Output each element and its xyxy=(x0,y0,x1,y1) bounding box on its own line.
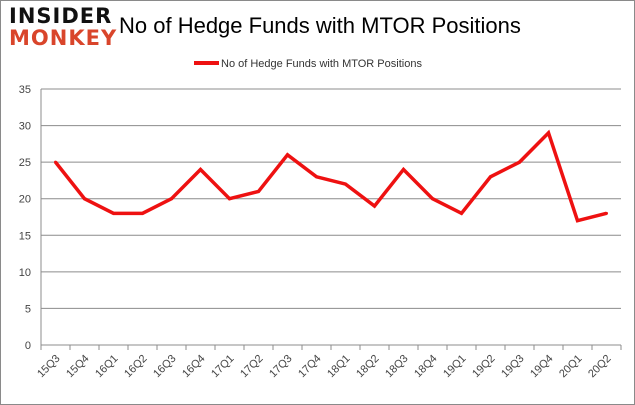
x-tick-label: 20Q1 xyxy=(557,353,585,381)
data-point xyxy=(228,197,231,201)
x-tick-label: 17Q3 xyxy=(267,353,295,381)
x-tick-label: 19Q2 xyxy=(470,353,498,381)
data-point xyxy=(257,189,260,193)
y-tick-label: 15 xyxy=(19,230,31,242)
data-point xyxy=(605,211,608,215)
x-tick-label: 19Q4 xyxy=(528,353,556,381)
x-tick-label: 18Q3 xyxy=(383,353,411,381)
data-point xyxy=(199,167,202,171)
x-tick-label: 18Q2 xyxy=(354,353,382,381)
x-tick-label: 19Q3 xyxy=(499,353,527,381)
y-tick-label: 25 xyxy=(19,157,31,169)
data-point xyxy=(460,211,463,215)
data-point xyxy=(518,160,521,164)
y-tick-label: 10 xyxy=(19,267,31,279)
series-line xyxy=(54,129,607,223)
x-tick-label: 16Q4 xyxy=(180,353,208,381)
x-tick-label: 16Q2 xyxy=(122,353,150,381)
y-tick-label: 0 xyxy=(25,340,31,352)
x-tick-label: 18Q4 xyxy=(412,353,440,381)
x-tick-label: 17Q4 xyxy=(296,353,324,381)
data-point xyxy=(373,204,376,208)
data-point xyxy=(112,211,115,215)
x-tick-label: 19Q1 xyxy=(441,353,469,381)
data-point xyxy=(141,211,144,215)
y-tick-label: 20 xyxy=(19,194,31,206)
insider-monkey-logo: INSIDER MONKEY xyxy=(9,5,119,53)
x-tick-label: 20Q2 xyxy=(586,353,614,381)
data-point xyxy=(489,175,492,179)
data-point xyxy=(547,131,550,135)
data-point xyxy=(402,167,405,171)
y-tick-label: 35 xyxy=(19,84,31,96)
chart-title: No of Hedge Funds with MTOR Positions xyxy=(119,13,521,38)
y-tick-label: 30 xyxy=(19,121,31,133)
x-tick-label: 15Q3 xyxy=(35,353,63,381)
x-tick-label: 17Q1 xyxy=(209,353,237,381)
x-tick-label: 16Q3 xyxy=(151,353,179,381)
logo-line1: INSIDER xyxy=(9,4,113,28)
y-tick-label: 5 xyxy=(25,303,31,315)
legend-label: No of Hedge Funds with MTOR Positions xyxy=(221,58,422,70)
data-point xyxy=(54,160,57,164)
logo-line2: MONKEY xyxy=(9,26,118,50)
data-point xyxy=(170,197,173,201)
data-point xyxy=(344,182,347,186)
data-point xyxy=(83,197,86,201)
data-point xyxy=(431,197,434,201)
data-point xyxy=(286,153,289,157)
x-tick-label: 18Q1 xyxy=(325,353,353,381)
data-point xyxy=(315,175,318,179)
x-tick-label: 15Q4 xyxy=(64,353,92,381)
data-point xyxy=(576,219,579,223)
x-tick-label: 16Q1 xyxy=(93,353,121,381)
x-tick-label: 17Q2 xyxy=(238,353,266,381)
